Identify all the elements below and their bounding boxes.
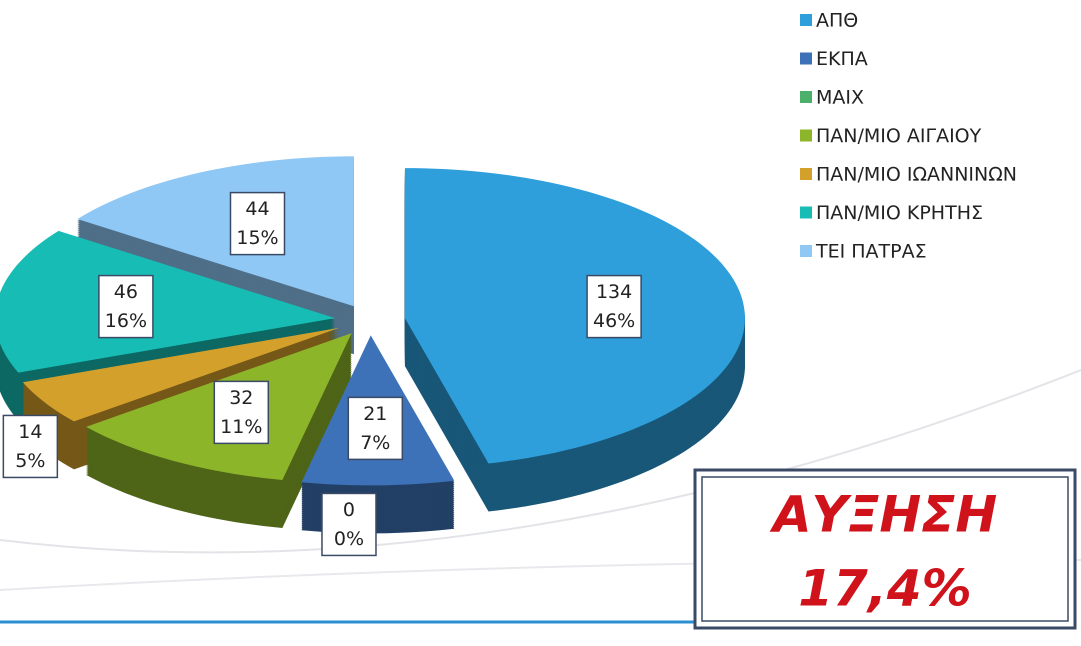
legend-label: ΜΑΙΧ <box>816 87 864 109</box>
percent-label: 16% <box>105 310 147 332</box>
value-label: 134 <box>596 281 632 303</box>
legend-swatch <box>800 129 812 142</box>
legend-swatch <box>800 91 812 103</box>
annotation-title: ΑΥΞΗΣΗ <box>769 486 997 544</box>
slice <box>404 168 745 464</box>
legend-swatch <box>800 206 812 219</box>
value-label: 44 <box>245 198 269 220</box>
background-curve <box>0 369 1081 554</box>
label-box <box>586 274 642 339</box>
legend-swatch <box>800 14 812 26</box>
slice <box>0 230 336 373</box>
value-label: 0 <box>343 499 355 521</box>
percent-label: 7% <box>360 432 390 454</box>
percent-label: 46% <box>593 310 635 332</box>
legend-label: ΕΚΠΑ <box>816 48 868 70</box>
annotation-box-inner <box>701 476 1069 622</box>
label-box <box>2 414 59 479</box>
label-box <box>321 492 377 557</box>
legend-label: ΑΠΘ <box>816 10 858 32</box>
percent-label: 0% <box>334 528 364 550</box>
percent-label: 5% <box>15 450 45 472</box>
value-label: 21 <box>363 403 387 425</box>
label-box <box>229 191 286 256</box>
legend: ΑΠΘ ΕΚΠΑ ΜΑΙΧ ΠΑΝ/ΜΙΟ ΑΙΓΑΙΟΥ ΠΑΝ/ΜΙΟ ΙΩΑΝΝΙ… <box>800 10 1017 263</box>
slice <box>22 327 340 422</box>
legend-swatch <box>800 245 812 257</box>
legend-label: ΠΑΝ/ΜΙΟ ΚΡΗΤΗΣ <box>816 202 983 224</box>
value-label: 14 <box>18 421 42 443</box>
annotation-box <box>693 468 1077 630</box>
annotation-value: 17,4% <box>798 560 971 618</box>
value-label: 32 <box>229 387 253 409</box>
legend-label: ΠΑΝ/ΜΙΟ ΙΩΑΝΝΙΝΩΝ <box>816 164 1017 186</box>
legend-label: ΤΕΙ ΠΑΤΡΑΣ <box>815 241 927 263</box>
percent-label: 11% <box>220 416 262 438</box>
label-box <box>213 380 270 445</box>
legend-swatch <box>800 168 812 180</box>
label-box <box>98 274 154 339</box>
label-box <box>347 396 404 461</box>
value-label: 46 <box>114 281 138 303</box>
pie <box>0 156 745 534</box>
legend-label: ΠΑΝ/ΜΙΟ ΑΙΓΑΙΟΥ <box>816 125 982 147</box>
labels: 134 46% 21 7% 0 0% 32 11% 14 5% 46 16% 44 15% <box>2 191 642 557</box>
legend-swatch <box>800 52 812 65</box>
percent-label: 15% <box>236 227 278 249</box>
